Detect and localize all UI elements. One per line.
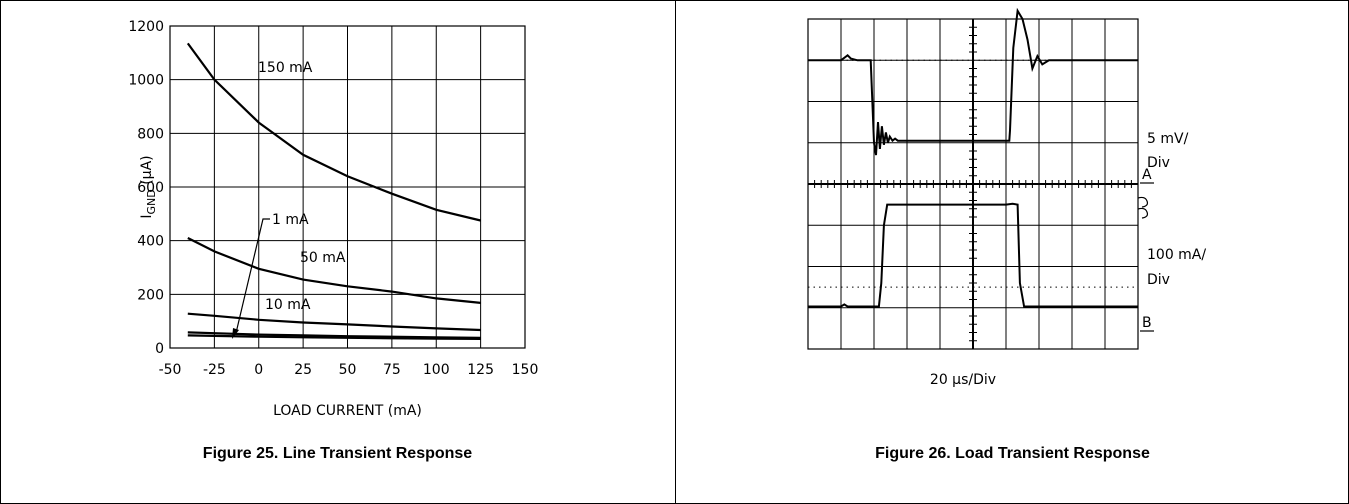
y-tick-label: 200 (137, 287, 164, 303)
x-tick-label: 125 (467, 362, 494, 378)
annotation-1-ma-arrowhead (232, 328, 239, 339)
trace-B (808, 202, 1138, 308)
series-line-10-mA (187, 312, 481, 332)
x-axis-label: LOAD CURRENT (mA) (273, 403, 422, 419)
annotation-10-ma: 10 mA (265, 297, 311, 313)
y-axis-label-main: I (139, 214, 155, 218)
figure-26-panel: 20 μs/Div 5 mV/Div 100 mA/Div A B Figure 26.… (676, 0, 1349, 504)
series-line-50-mA (187, 237, 481, 304)
channel-b-scale-line2: Div (1147, 272, 1170, 288)
series-line-1-mA (187, 331, 481, 339)
y-tick-label: 0 (155, 341, 164, 357)
y-axis-label-sub: GND (145, 189, 158, 214)
x-axis-label: 20 μs/Div (930, 372, 996, 388)
figure-25-panel: -50 -25 0 25 50 75 100 125 150 0 200 400 600 800 1000 1… (128, 19, 539, 462)
x-tick-label: 0 (254, 362, 263, 378)
x-tick-label: 25 (294, 362, 312, 378)
y-tick-label: 1200 (128, 19, 164, 35)
x-tick-label: -25 (203, 362, 226, 378)
annotation-1-ma: 1 mA (272, 212, 309, 228)
x-tick-label: 150 (512, 362, 539, 378)
break-mark-lower (1137, 207, 1149, 219)
x-tick-label: -50 (159, 362, 182, 378)
y-axis-label-unit: (μA) (139, 155, 155, 189)
y-tick-label: 800 (137, 126, 164, 142)
annotation-50-ma: 50 mA (300, 250, 346, 266)
series-line-150-mA (186, 42, 481, 222)
figure-25-caption: Figure 25. Line Transient Response (202, 445, 473, 462)
x-tick-label: 100 (423, 362, 450, 378)
y-tick-label: 1000 (128, 73, 164, 89)
trace-label-b: B (1142, 315, 1152, 331)
annotation-150-ma: 150 mA (258, 60, 313, 76)
panel-divider (675, 0, 676, 504)
plot-border (169, 25, 526, 349)
trace-label-a: A (1142, 167, 1152, 183)
channel-b-scale-line1: 100 mA/ (1147, 247, 1206, 263)
y-axis-label: IGND (μA) (139, 155, 158, 218)
x-tick-label: 50 (339, 362, 357, 378)
grid-lines (169, 25, 526, 349)
ignd-vs-load-current-chart: -50 -25 0 25 50 75 100 125 150 0 200 400 600 800 1000 1… (128, 19, 539, 419)
y-tick-label: 400 (137, 234, 164, 250)
channel-a-scale-line2: Div (1147, 155, 1170, 171)
break-mark-upper (1137, 196, 1149, 208)
series-line-unlabeled-4 (187, 334, 481, 340)
annotation-1-ma-leader (235, 218, 270, 334)
channel-a-scale-line1: 5 mV/ (1147, 131, 1189, 147)
figure-26-caption: Figure 26. Load Transient Response (875, 445, 1150, 462)
trace-A (808, 7, 1138, 156)
y-tick-label: 600 (137, 180, 164, 196)
x-tick-label: 75 (383, 362, 401, 378)
